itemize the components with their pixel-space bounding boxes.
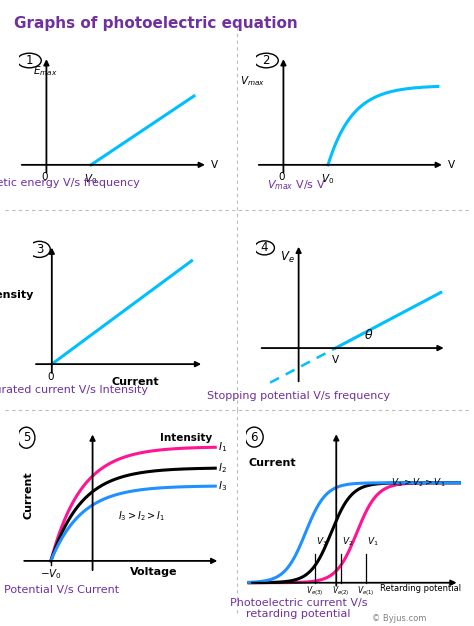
Text: $I_1$: $I_1$ <box>218 440 227 454</box>
Text: Stopping potential V/s frequency: Stopping potential V/s frequency <box>207 391 390 401</box>
Text: Retarding potential: Retarding potential <box>380 584 462 593</box>
Text: $V_{max}$: $V_{max}$ <box>239 74 264 88</box>
Text: 6: 6 <box>250 431 258 444</box>
Text: V: V <box>211 160 219 170</box>
Text: $I_3$: $I_3$ <box>218 479 227 493</box>
Text: Current: Current <box>112 377 159 387</box>
Text: $V_e$: $V_e$ <box>280 250 294 265</box>
Text: Potential V/s Current: Potential V/s Current <box>4 585 119 595</box>
Text: Intensity: Intensity <box>160 433 212 443</box>
Text: Current: Current <box>248 458 296 468</box>
Text: 1: 1 <box>26 54 33 67</box>
Text: Voltage: Voltage <box>130 567 178 577</box>
Text: $V_2$: $V_2$ <box>342 536 354 548</box>
Text: 0: 0 <box>278 172 285 182</box>
Text: Saturated current V/s Intensity: Saturated current V/s Intensity <box>0 385 147 395</box>
Text: 4: 4 <box>261 242 268 254</box>
Text: $V_{e(2)}$: $V_{e(2)}$ <box>332 584 349 598</box>
Text: $V_{max}$ V/s V: $V_{max}$ V/s V <box>267 178 326 192</box>
Text: Kinetic energy V/s frequency: Kinetic energy V/s frequency <box>0 178 140 188</box>
Text: 0: 0 <box>47 372 54 382</box>
Text: $V_0$: $V_0$ <box>84 172 98 186</box>
Text: $E_{max}$: $E_{max}$ <box>33 64 57 78</box>
Text: $V_3 > V_2 > V_1$: $V_3 > V_2 > V_1$ <box>391 476 446 489</box>
Text: 5: 5 <box>23 431 30 444</box>
Text: $I_2$: $I_2$ <box>218 461 227 475</box>
Text: Intensity: Intensity <box>0 290 33 300</box>
Text: Photoelectric current V/s
retarding potential: Photoelectric current V/s retarding pote… <box>230 598 367 620</box>
Text: V: V <box>448 160 456 170</box>
Text: 3: 3 <box>36 243 43 256</box>
Text: Current: Current <box>24 471 34 518</box>
Text: $-V_0$: $-V_0$ <box>40 567 62 581</box>
Text: $V_{e(1)}$: $V_{e(1)}$ <box>357 584 375 598</box>
Text: $I_3 > I_2 > I_1$: $I_3 > I_2 > I_1$ <box>118 509 165 523</box>
Text: $V_0$: $V_0$ <box>321 172 335 186</box>
Text: Graphs of photoelectric equation: Graphs of photoelectric equation <box>14 16 298 31</box>
Text: 2: 2 <box>263 54 270 67</box>
Text: 0: 0 <box>41 172 48 182</box>
Text: © Byjus.com: © Byjus.com <box>372 614 427 623</box>
Text: $V_{e(3)}$: $V_{e(3)}$ <box>306 584 324 598</box>
Text: $V_3$: $V_3$ <box>316 536 328 548</box>
Text: V: V <box>332 355 339 365</box>
Text: $\theta$: $\theta$ <box>364 328 374 342</box>
Text: $V_1$: $V_1$ <box>367 536 379 548</box>
